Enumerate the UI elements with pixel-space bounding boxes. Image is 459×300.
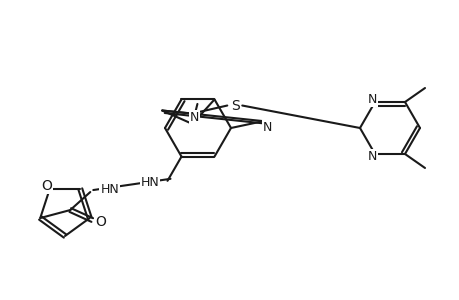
Text: N: N (262, 121, 271, 134)
Text: O: O (41, 179, 52, 193)
Text: O: O (95, 215, 106, 229)
Text: N: N (367, 92, 376, 106)
Text: S: S (230, 98, 239, 112)
Text: HN: HN (100, 182, 119, 196)
Text: N: N (367, 151, 376, 164)
Text: HN: HN (140, 176, 159, 189)
Text: N: N (189, 111, 199, 124)
